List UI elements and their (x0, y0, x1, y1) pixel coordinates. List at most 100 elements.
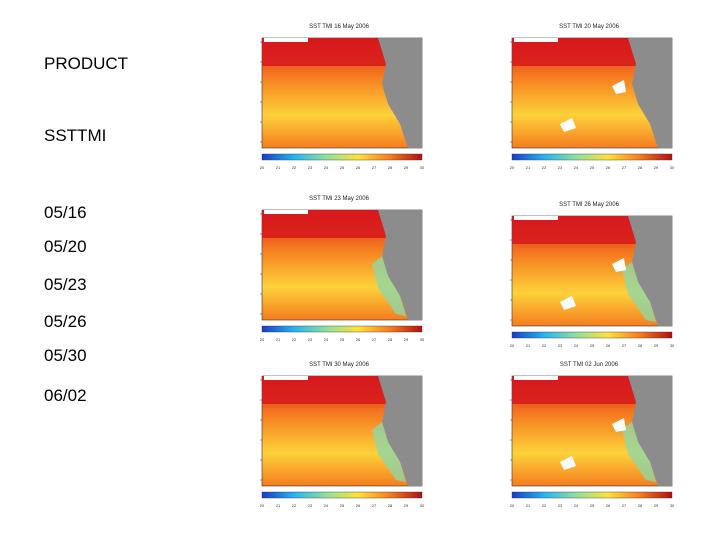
colorbar-tick-label: 25 (340, 503, 345, 508)
date-label-6: 06/02 (44, 386, 87, 405)
panel-title: SST TMI 02 Jun 2006 (559, 362, 619, 368)
date-label-1: 05/16 (44, 203, 87, 222)
colorbar-tick-label: 21 (526, 503, 531, 508)
sst-map-panel-1: SST TMI 16 May 2006 20 21 22 23 24 25 26 27 28 29… (250, 24, 428, 174)
colorbar-tick-label: 29 (404, 503, 409, 508)
colorbar-tick-label: 20 (260, 503, 265, 508)
colorbar-tick-label: 22 (292, 503, 297, 508)
colorbar-tick-label: 20 (260, 165, 265, 170)
sst-map-graphic: 20 21 22 23 24 25 26 27 28 29 30 (260, 375, 425, 508)
colorbar-tick-label: 23 (308, 503, 313, 508)
colorbar-tick-label: 27 (372, 337, 377, 342)
panel-title: SST TMI 26 May 2006 (559, 202, 619, 208)
colorbar-tick-label: 23 (308, 337, 313, 342)
colorbar-tick-label: 21 (526, 165, 531, 170)
colorbar-tick-label: 22 (542, 503, 547, 508)
source-label: SSTTMI (44, 126, 107, 145)
date-label-3: 05/23 (44, 275, 87, 294)
colorbar (511, 491, 673, 499)
product-label: PRODUCT (44, 54, 129, 73)
colorbar-tick-label: 23 (558, 503, 563, 508)
colorbar-tick-label: 20 (510, 503, 515, 508)
sst-map-panel-6: SST TMI 02 Jun 2006 20 21 22 23 24 25 26 27 28 29… (500, 362, 678, 512)
sst-map-graphic: 20 21 22 23 24 25 26 27 28 29 30 (510, 375, 675, 508)
panel-title: SST TMI 16 May 2006 (309, 24, 369, 30)
colorbar-tick-label: 30 (670, 165, 675, 170)
colorbar-tick-label: 24 (574, 343, 579, 348)
colorbar-tick-label: 25 (340, 165, 345, 170)
date-label-2: 05/20 (44, 237, 87, 256)
sst-map-panel-2: SST TMI 20 May 2006 20 21 22 23 24 25 26 27 28 29… (500, 24, 678, 174)
colorbar-tick-label: 26 (606, 343, 611, 348)
panel-title: SST TMI 23 May 2006 (309, 196, 369, 202)
colorbar-tick-label: 21 (276, 337, 281, 342)
colorbar-tick-label: 29 (404, 337, 409, 342)
colorbar-tick-label: 20 (260, 337, 265, 342)
sst-map-panel-5: SST TMI 30 May 2006 20 21 22 23 24 25 26 27 28 29… (250, 362, 428, 512)
colorbar-tick-label: 26 (356, 337, 361, 342)
colorbar-tick-label: 26 (606, 503, 611, 508)
colorbar-tick-label: 24 (324, 337, 329, 342)
sst-map-panel-3: SST TMI 23 May 2006 20 21 22 23 24 25 26 27 28 29… (250, 196, 428, 346)
land-mask (628, 376, 672, 486)
land-mask (378, 210, 422, 320)
colorbar (511, 153, 673, 161)
colorbar-tick-label: 21 (276, 165, 281, 170)
colorbar-tick-label: 30 (420, 165, 425, 170)
colorbar-tick-label: 29 (654, 343, 659, 348)
colorbar-tick-label: 28 (388, 337, 393, 342)
colorbar-tick-label: 28 (638, 503, 643, 508)
sst-map-graphic: 20 21 22 23 24 25 26 27 28 29 30 (260, 37, 425, 170)
colorbar-tick-label: 20 (510, 343, 515, 348)
colorbar-tick-label: 29 (654, 165, 659, 170)
colorbar-tick-label: 28 (638, 165, 643, 170)
colorbar-tick-label: 25 (590, 343, 595, 348)
colorbar-tick-label: 25 (340, 337, 345, 342)
colorbar-tick-label: 26 (356, 503, 361, 508)
colorbar-tick-label: 26 (356, 165, 361, 170)
colorbar-tick-label: 24 (574, 165, 579, 170)
colorbar (261, 325, 423, 333)
colorbar-tick-label: 29 (654, 503, 659, 508)
colorbar-tick-label: 26 (606, 165, 611, 170)
sst-map-graphic: 20 21 22 23 24 25 26 27 28 29 30 (260, 209, 425, 342)
land-mask (628, 216, 672, 326)
sst-map-graphic: 20 21 22 23 24 25 26 27 28 29 30 (510, 37, 675, 170)
panel-title: SST TMI 20 May 2006 (559, 24, 619, 30)
land-mask (628, 38, 672, 148)
colorbar-tick-label: 28 (638, 343, 643, 348)
colorbar (261, 153, 423, 161)
colorbar-tick-label: 23 (308, 165, 313, 170)
colorbar-tick-label: 28 (388, 503, 393, 508)
colorbar-tick-label: 22 (292, 165, 297, 170)
colorbar (261, 491, 423, 499)
colorbar-tick-label: 21 (276, 503, 281, 508)
colorbar-tick-label: 23 (558, 343, 563, 348)
colorbar-tick-label: 22 (542, 343, 547, 348)
colorbar-tick-label: 24 (324, 503, 329, 508)
date-label-5: 05/30 (44, 346, 87, 365)
colorbar-tick-label: 24 (574, 503, 579, 508)
date-label-4: 05/26 (44, 312, 87, 331)
colorbar-tick-label: 27 (622, 165, 627, 170)
colorbar-tick-label: 21 (526, 343, 531, 348)
colorbar-tick-label: 23 (558, 165, 563, 170)
colorbar-tick-label: 24 (324, 165, 329, 170)
colorbar-tick-label: 28 (388, 165, 393, 170)
colorbar-tick-label: 27 (372, 165, 377, 170)
colorbar-tick-label: 25 (590, 165, 595, 170)
sst-map-panel-4: SST TMI 26 May 2006 20 21 22 23 24 25 26 27 28 29… (500, 202, 678, 352)
colorbar-tick-label: 29 (404, 165, 409, 170)
colorbar-tick-label: 27 (622, 343, 627, 348)
sst-map-graphic: 20 21 22 23 24 25 26 27 28 29 30 (510, 215, 675, 348)
colorbar-tick-label: 22 (292, 337, 297, 342)
colorbar-tick-label: 30 (420, 337, 425, 342)
colorbar-tick-label: 22 (542, 165, 547, 170)
land-mask (378, 38, 422, 148)
colorbar-tick-label: 30 (670, 503, 675, 508)
colorbar-tick-label: 30 (420, 503, 425, 508)
colorbar-tick-label: 20 (510, 165, 515, 170)
colorbar-tick-label: 27 (622, 503, 627, 508)
land-mask (378, 376, 422, 486)
colorbar-tick-label: 30 (670, 343, 675, 348)
